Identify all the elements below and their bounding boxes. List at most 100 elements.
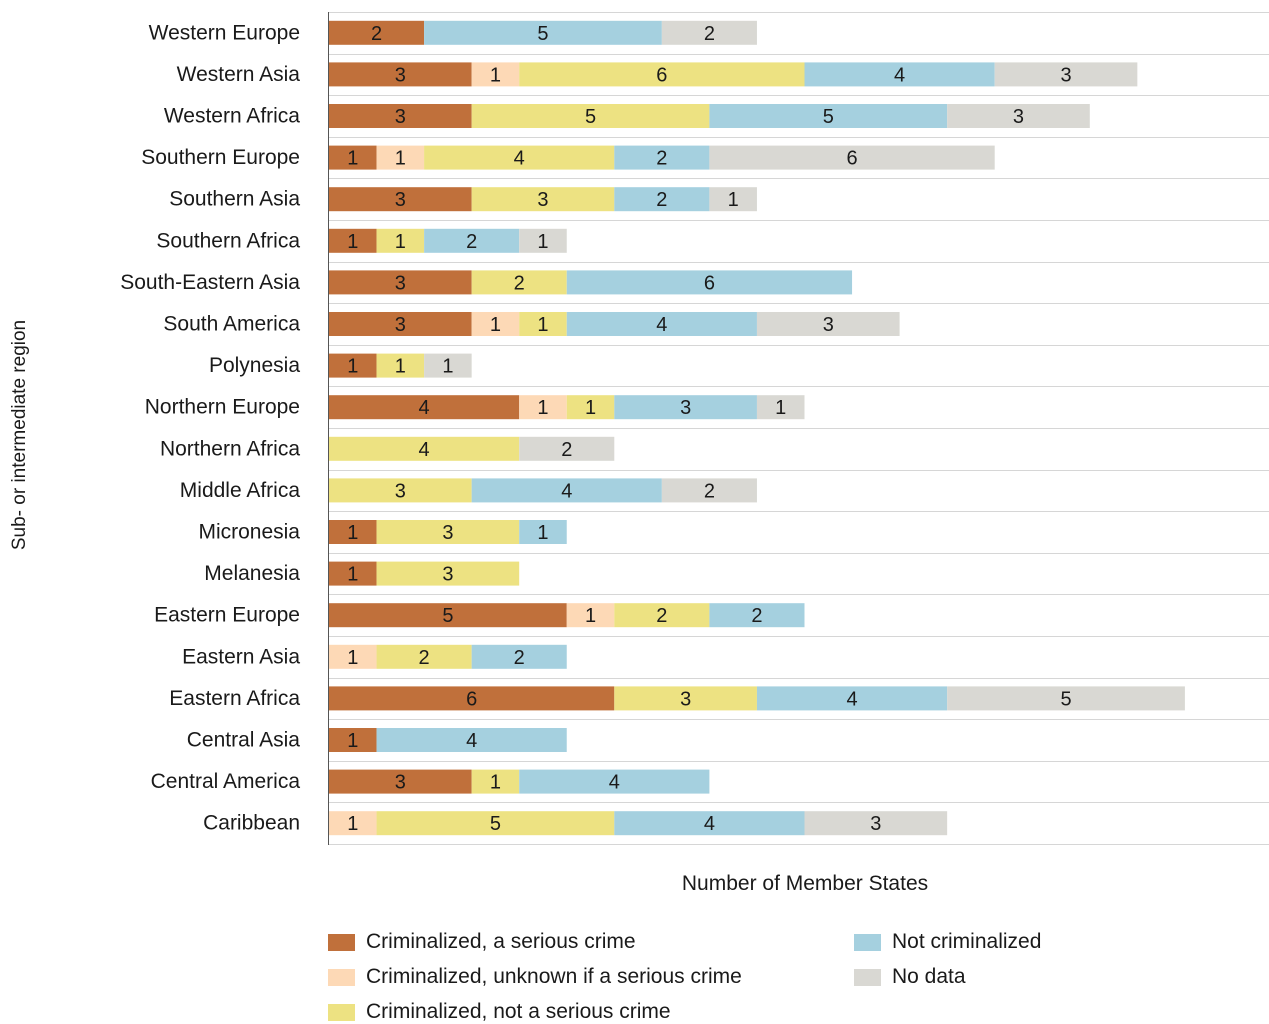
bar-segment xyxy=(566,603,615,628)
bar-segment xyxy=(804,811,948,836)
category-label: Southern Asia xyxy=(169,188,300,211)
bar-segment xyxy=(329,811,377,836)
data-label: 1 xyxy=(442,356,453,378)
x-axis-title: Number of Member States xyxy=(681,872,929,895)
category-label: Eastern Europe xyxy=(154,604,300,627)
category-label: Northern Africa xyxy=(160,437,300,460)
bar-segment xyxy=(376,644,472,669)
data-label: 1 xyxy=(537,231,548,253)
bar-segment xyxy=(471,270,567,295)
legend-swatch xyxy=(328,933,355,951)
legend-swatch xyxy=(328,968,355,986)
data-label: 3 xyxy=(395,189,406,211)
data-label: 1 xyxy=(347,564,358,586)
bar-segment xyxy=(566,395,615,420)
data-label: 1 xyxy=(537,314,548,336)
data-label: 3 xyxy=(395,480,406,502)
data-label: 4 xyxy=(466,730,477,752)
data-label: 2 xyxy=(704,23,715,45)
legend: Criminalized, a serious crime Criminalize… xyxy=(328,928,1268,1024)
bar-segment xyxy=(329,561,377,586)
data-label: 1 xyxy=(395,231,406,253)
category-label: Western Asia xyxy=(177,63,301,86)
bar-segment xyxy=(329,104,472,128)
data-label: 1 xyxy=(347,148,358,170)
bar-segment xyxy=(329,270,472,295)
bar-segment xyxy=(709,187,757,212)
bar-segment xyxy=(947,104,1090,128)
category-label: South-Eastern Asia xyxy=(120,271,300,294)
data-label: 1 xyxy=(395,356,406,378)
data-label: 3 xyxy=(870,813,881,835)
category-labels: Western Europe Western Asia Western Africa… xyxy=(120,21,300,834)
bar-segment xyxy=(329,312,472,336)
data-label: 1 xyxy=(347,813,358,835)
bar-segment xyxy=(519,62,805,87)
bar-segment xyxy=(756,312,900,336)
data-label: 2 xyxy=(751,605,762,627)
data-label: 1 xyxy=(347,356,358,378)
bar-segment xyxy=(519,520,567,544)
bar-segment xyxy=(994,62,1138,87)
data-label: 3 xyxy=(395,772,406,794)
data-label: 1 xyxy=(347,647,358,669)
legend-swatch xyxy=(328,1003,355,1021)
data-label: 1 xyxy=(585,397,596,419)
bar-segment xyxy=(329,769,472,794)
legend-item: Criminalized, not a serious crime xyxy=(328,1000,671,1024)
category-label: Western Africa xyxy=(164,105,300,128)
data-label: 1 xyxy=(585,605,596,627)
bar-segment xyxy=(756,686,948,711)
bar-segment xyxy=(376,353,425,378)
bar-segment xyxy=(376,728,567,752)
bar-segment xyxy=(519,312,567,336)
bar-segment xyxy=(329,20,425,45)
category-label: Middle Africa xyxy=(180,479,301,502)
data-label: 3 xyxy=(395,314,406,336)
category-label: Western Europe xyxy=(149,21,300,44)
bar-segment xyxy=(614,686,757,711)
category-label: South America xyxy=(163,313,300,336)
bar-segment xyxy=(614,603,710,628)
legend-item: Criminalized, unknown if a serious crime xyxy=(328,965,742,989)
bar-segment xyxy=(614,145,710,170)
legend-item: Criminalized, a serious crime xyxy=(328,930,636,954)
data-label: 3 xyxy=(680,397,691,419)
data-label: 4 xyxy=(704,813,715,835)
category-label: Melanesia xyxy=(204,562,300,585)
data-label: 1 xyxy=(347,522,358,544)
data-label: 3 xyxy=(680,688,691,710)
data-label: 3 xyxy=(395,272,406,294)
bar-segment xyxy=(661,478,757,503)
bar-segment xyxy=(329,644,377,669)
bar-segment xyxy=(376,561,520,586)
bar-segment xyxy=(329,62,472,87)
data-label: 3 xyxy=(395,106,406,128)
y-axis-title: Sub- or intermediate region xyxy=(9,319,30,551)
bar-segment xyxy=(329,478,472,503)
bar-segment xyxy=(329,603,567,628)
data-label: 6 xyxy=(656,64,667,86)
bar-segment xyxy=(661,20,757,45)
category-label: Caribbean xyxy=(203,812,300,835)
bar-segment xyxy=(709,603,805,628)
data-label: 5 xyxy=(1060,688,1071,710)
bar-segment xyxy=(424,353,472,378)
bar-segment xyxy=(756,395,805,420)
bar-segment xyxy=(614,811,805,836)
data-label: 5 xyxy=(823,106,834,128)
data-label: 1 xyxy=(490,64,501,86)
bar-segment xyxy=(424,145,615,170)
bar-segment xyxy=(424,228,520,253)
bar-segment xyxy=(614,187,710,212)
stacked-bar-chart: Western Europe Western Asia Western Africa… xyxy=(120,12,1269,845)
category-label: Northern Europe xyxy=(145,396,300,419)
bar-segment xyxy=(614,395,757,420)
category-label: Central Asia xyxy=(187,729,301,752)
data-label: 2 xyxy=(656,605,667,627)
data-label: 3 xyxy=(1013,106,1024,128)
bar-segment xyxy=(804,62,995,87)
data-label: 6 xyxy=(846,148,857,170)
data-label: 4 xyxy=(419,439,430,461)
legend-label: Criminalized, a serious crime xyxy=(366,930,636,953)
